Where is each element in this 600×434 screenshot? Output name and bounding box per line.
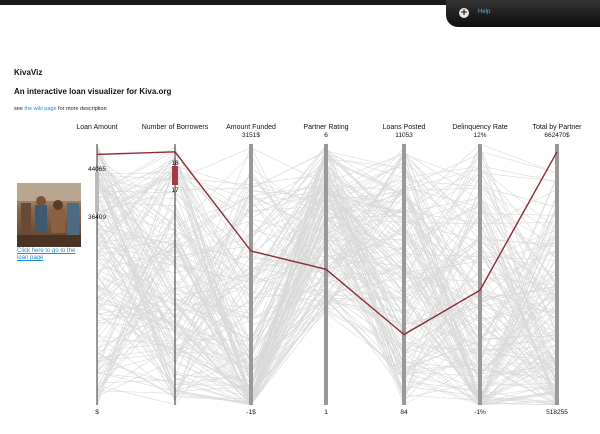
axis-max-label: 12% <box>473 132 486 139</box>
desc-prefix: see <box>14 106 23 112</box>
axis-brush[interactable] <box>95 172 99 212</box>
axis-line[interactable] <box>174 144 176 405</box>
axis-max-label: 3151$ <box>242 132 260 139</box>
brush-bottom-label: 17 <box>171 187 179 194</box>
axis-min-label: -1$ <box>246 409 256 416</box>
app-title: KivaViz <box>14 68 43 77</box>
brush-bottom-label: 36409 <box>88 214 106 221</box>
axis-title[interactable]: Loans Posted <box>383 124 426 131</box>
desc-suffix: for more description <box>58 106 107 112</box>
axis-title[interactable]: Number of Borrowers <box>142 124 209 131</box>
axis-title[interactable]: Loan Amount <box>76 124 117 131</box>
axis-line[interactable] <box>249 144 253 405</box>
axis-line[interactable] <box>555 144 559 405</box>
axis-max-label: 11053 <box>395 132 413 139</box>
axis-line[interactable] <box>324 144 328 405</box>
brush-top-label: 44065 <box>88 166 106 173</box>
axis-min-label: 84 <box>400 409 408 416</box>
loan-photo-icon <box>17 183 81 247</box>
axis-title[interactable]: Amount Funded <box>226 124 276 131</box>
plus-circle-icon[interactable]: + <box>459 8 469 18</box>
axis-line[interactable] <box>478 144 482 405</box>
axis-title[interactable]: Total by Partner <box>532 124 582 131</box>
axis-line[interactable] <box>96 144 98 405</box>
help-link[interactable]: Help <box>478 9 491 15</box>
loan-page-link[interactable]: Click here to go to the loan page <box>17 248 76 261</box>
axis-max-label: 662470$ <box>544 132 570 139</box>
axis-title[interactable]: Partner Rating <box>303 124 348 131</box>
description: see the wiki page for more description <box>14 106 107 112</box>
axes-group: Loan Amount $ Number of Borrowers Amount Fu… <box>76 124 582 416</box>
app-subtitle: An interactive loan visualizer for Kiva.… <box>14 87 172 96</box>
axis-line[interactable] <box>402 144 406 405</box>
highlighted-line[interactable] <box>96 151 558 336</box>
top-bar <box>0 0 600 5</box>
axis-brush[interactable] <box>172 166 178 185</box>
axis-title[interactable]: Delinquency Rate <box>452 124 507 131</box>
loan-thumbnail[interactable] <box>17 183 81 247</box>
wiki-link[interactable]: the wiki page <box>24 106 57 112</box>
axis-min-label: 518255 <box>546 409 568 416</box>
help-tab: + Help <box>446 0 600 27</box>
brush-top-label: 18 <box>171 160 179 167</box>
axis-min-label: -1% <box>474 409 486 416</box>
axis-min-label: $ <box>95 409 99 416</box>
axis-min-label: 1 <box>324 409 328 416</box>
axis-max-label: 6 <box>324 132 328 139</box>
highlight-group <box>96 151 558 336</box>
